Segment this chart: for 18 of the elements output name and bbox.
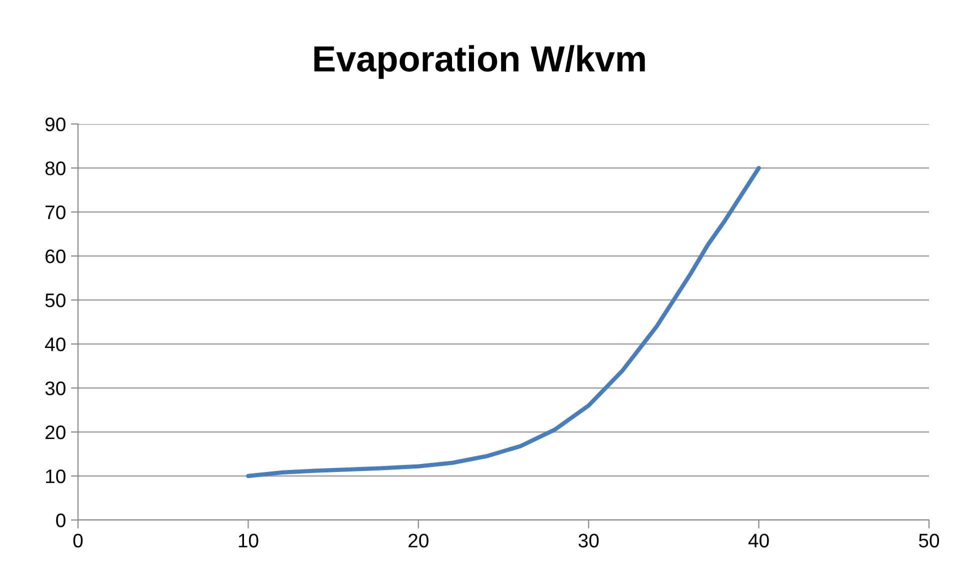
chart-title: Evaporation W/kvm (314, 45, 645, 79)
x-tick-label: 50 (918, 534, 940, 548)
y-tick-label: 10 (46, 469, 66, 484)
y-tick-label: 60 (46, 249, 66, 264)
x-tick-label: 40 (748, 534, 769, 548)
y-tick-label: 0 (56, 513, 66, 528)
y-tick-label: 20 (46, 425, 66, 440)
line-series (246, 166, 761, 478)
x-tick-label: 10 (238, 534, 258, 548)
y-tick-label: 90 (45, 117, 66, 132)
x-tick-label: 20 (408, 534, 428, 548)
y-tick-label: 70 (46, 205, 66, 220)
y-tick-label: 40 (45, 337, 66, 352)
x-tick-label: 30 (578, 534, 599, 548)
x-tick-label: 0 (73, 534, 83, 548)
y-tick-label: 30 (45, 381, 66, 396)
y-tick-label: 50 (45, 293, 66, 308)
y-tick-label: 80 (45, 161, 66, 176)
